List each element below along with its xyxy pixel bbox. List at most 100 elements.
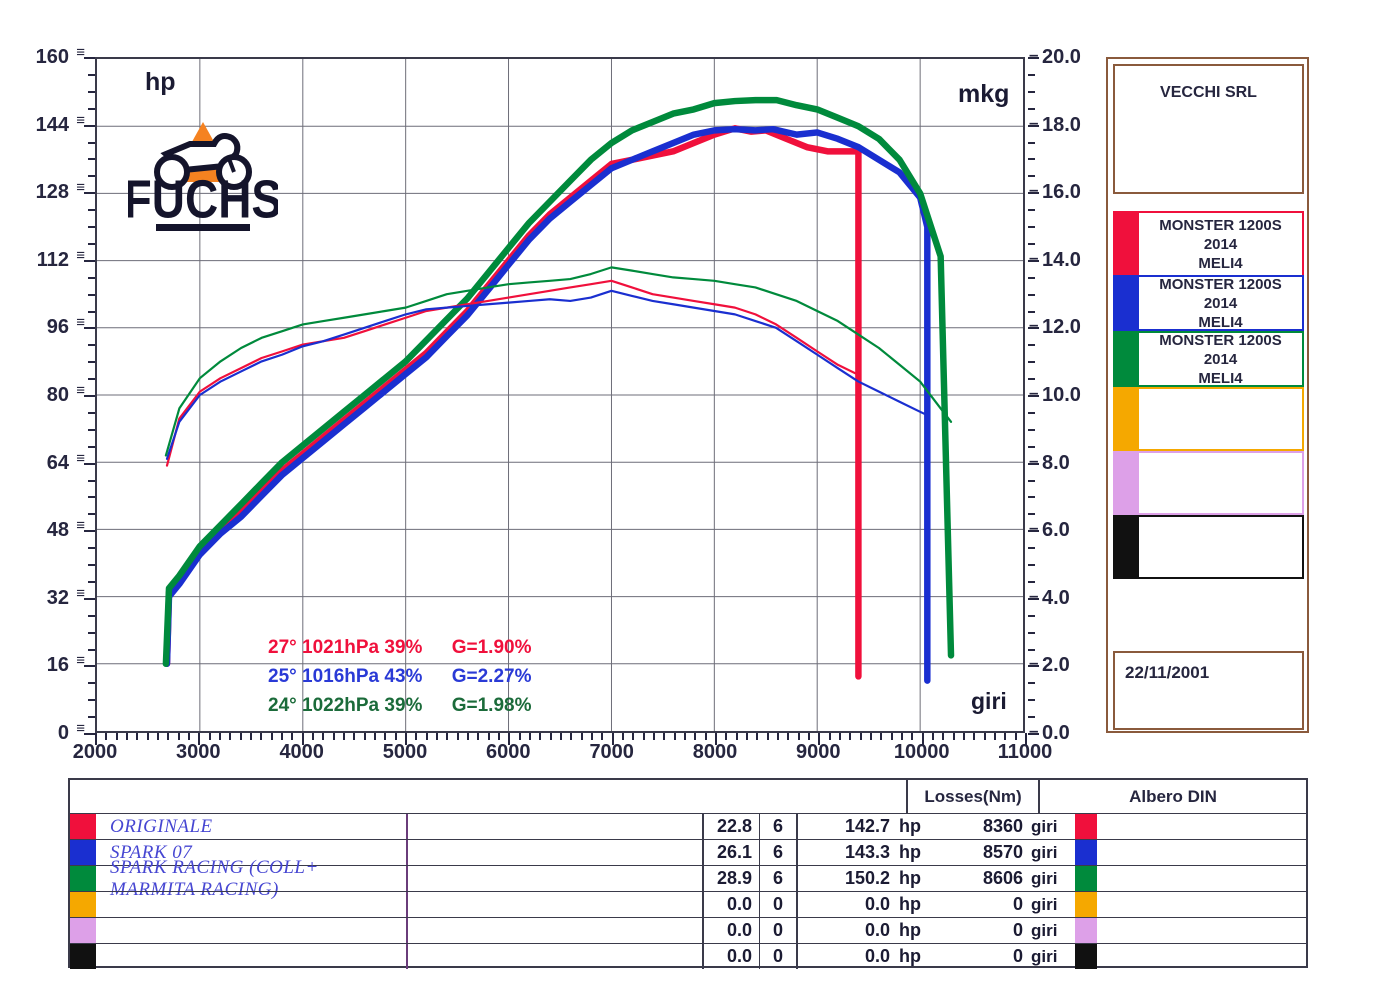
table-row[interactable]: 0.0 0 0.0 hp 0 giri: [70, 917, 1306, 943]
row-config-name: ORIGINALE: [96, 814, 408, 839]
row-notes-cell[interactable]: [408, 814, 704, 839]
x-minor-tick: [694, 733, 697, 740]
y-minor-tick-left: [88, 141, 95, 144]
curve-power: [163, 125, 931, 684]
legend-color-swatch: [1115, 517, 1137, 577]
x-minor-tick: [591, 733, 593, 740]
x-minor-tick: [518, 733, 521, 740]
legend-entry[interactable]: [1113, 387, 1304, 451]
condition-g: G=1.90%: [451, 637, 532, 658]
x-minor-tick: [890, 733, 893, 740]
legend-line-1: MONSTER 1200S: [1159, 331, 1282, 349]
y-minor-tick-right: [1028, 175, 1035, 178]
row-peak-rpm: 8606: [982, 868, 1023, 888]
row-peak-hp: 143.3: [844, 842, 890, 862]
row-color-swatch: [70, 892, 96, 917]
x-minor-tick: [198, 733, 201, 745]
table-row[interactable]: SPARK 07 26.1 6 143.3 hp 8570 giri: [70, 839, 1306, 865]
table-row[interactable]: 0.0 0 0.0 hp 0 giri: [70, 891, 1306, 917]
row-notes-cell[interactable]: [408, 892, 704, 917]
row-rpm-unit: giri: [1031, 921, 1058, 940]
y-minor-tick-right: [1028, 310, 1035, 313]
x-minor-tick: [126, 733, 128, 740]
y-tick-right: 2.0: [1029, 653, 1070, 677]
row-peak-hp: 0.0: [864, 946, 890, 966]
x-tick: 5000: [382, 741, 428, 763]
y-minor-tick-right: [1028, 597, 1039, 600]
x-minor-tick: [281, 733, 283, 740]
legend-line-2: 2014: [1203, 294, 1238, 312]
condition-g: G=1.98%: [451, 695, 532, 716]
row-losses-count: 0: [760, 892, 798, 917]
table-row[interactable]: ORIGINALE 22.8 6 142.7 hp 8360 giri: [70, 813, 1306, 839]
x-minor-tick: [312, 733, 314, 740]
x-minor-tick: [849, 733, 852, 740]
x-minor-tick: [1025, 733, 1027, 745]
y-minor-tick-right: [1028, 276, 1035, 279]
x-minor-tick: [921, 733, 924, 745]
y-minor-tick-right: [1028, 733, 1039, 735]
row-color-swatch: [70, 918, 96, 943]
y-minor-tick-left: [88, 107, 95, 110]
x-minor-tick: [1004, 733, 1007, 740]
legend-entry[interactable]: [1113, 451, 1304, 515]
y-minor-tick-left: [88, 445, 95, 448]
legend-entry[interactable]: MONSTER 1200S 2014 MELI4: [1113, 331, 1304, 387]
legend-line-2: 2014: [1203, 350, 1238, 368]
x-minor-tick: [115, 733, 118, 740]
x-minor-tick: [549, 733, 552, 740]
row-notes-cell[interactable]: [408, 866, 704, 891]
mkg-axis-label: mkg: [958, 80, 1010, 108]
x-minor-tick: [911, 733, 914, 740]
legend-panel: VECCHI SRL MONSTER 1200S 2014 MELI4 MONSTER…: [1106, 57, 1309, 733]
x-minor-tick: [673, 733, 676, 740]
row-notes-cell[interactable]: [408, 840, 704, 865]
x-minor-tick: [425, 733, 428, 740]
row-end-color-swatch: [1075, 892, 1097, 917]
x-minor-tick: [436, 733, 438, 740]
y-minor-tick-left: [88, 547, 95, 550]
row-color-swatch: [70, 866, 96, 891]
x-minor-tick: [229, 733, 232, 740]
legend-line-2: 2014: [1203, 235, 1238, 253]
x-minor-tick: [715, 733, 717, 745]
x-minor-tick: [105, 733, 108, 740]
condition-g: G=2.27%: [451, 666, 532, 687]
y-minor-tick-left: [88, 361, 95, 364]
y-minor-tick-right: [1028, 395, 1039, 397]
y-minor-tick-right: [1028, 716, 1035, 719]
row-peak-rpm: 8570: [982, 842, 1023, 862]
x-minor-tick: [260, 733, 263, 740]
row-losses-value: 22.8: [704, 814, 760, 839]
legend-entry[interactable]: MONSTER 1200S 2014 MELI4: [1113, 275, 1304, 331]
y-minor-tick-left: [84, 327, 95, 330]
row-notes-cell[interactable]: [408, 918, 704, 943]
row-peak-hp: 150.2: [844, 868, 890, 888]
row-notes-cell[interactable]: [408, 944, 704, 969]
x-minor-tick: [291, 733, 294, 740]
y-tick-left: 112: [0, 247, 85, 272]
x-minor-tick: [818, 733, 821, 745]
legend-entry[interactable]: [1113, 515, 1304, 579]
x-minor-tick: [146, 733, 149, 740]
row-end-color-swatch: [1075, 840, 1097, 865]
legend-entry[interactable]: MONSTER 1200S 2014 MELI4: [1113, 211, 1304, 277]
y-tick-left: 0: [0, 720, 85, 745]
table-row[interactable]: SPARK RACING (COLL+ MARMITA RACING) 28.9 6…: [70, 857, 1306, 900]
y-minor-tick-right: [1028, 226, 1035, 228]
x-minor-tick: [415, 733, 418, 740]
condition-row: 25° 1016hPa 43% G=2.27%: [268, 662, 531, 691]
x-minor-tick: [477, 733, 480, 740]
x-minor-tick: [901, 733, 903, 740]
y-minor-tick-right: [1028, 530, 1039, 533]
legend-line-3: MELI4: [1198, 369, 1243, 387]
x-minor-tick: [653, 733, 655, 740]
y-minor-tick-right: [1028, 209, 1035, 212]
x-minor-tick: [560, 733, 562, 740]
x-minor-tick: [859, 733, 862, 740]
x-minor-tick: [839, 733, 841, 740]
table-row[interactable]: 0.0 0 0.0 hp 0 giri: [70, 943, 1306, 969]
row-end-color-swatch: [1075, 944, 1097, 969]
y-axis-left: 0 16 32 48 64 80 96 112 128 144 160: [0, 0, 95, 744]
y-minor-tick-left: [84, 259, 95, 262]
